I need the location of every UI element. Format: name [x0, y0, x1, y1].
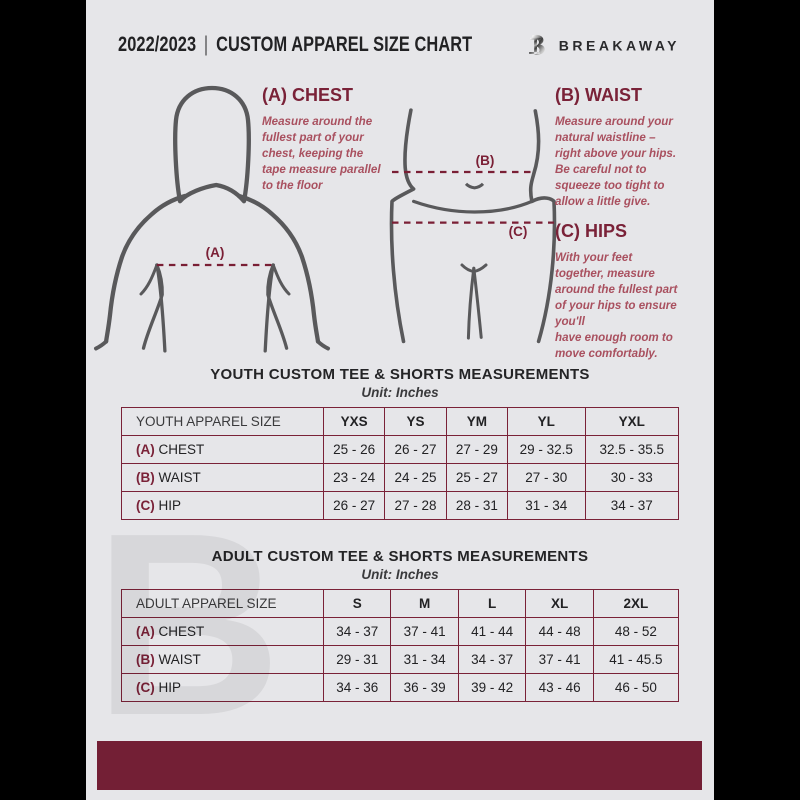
svg-text:(A): (A): [206, 245, 225, 260]
svg-text:(B): (B): [476, 153, 495, 168]
svg-text:(C): (C): [509, 224, 528, 239]
